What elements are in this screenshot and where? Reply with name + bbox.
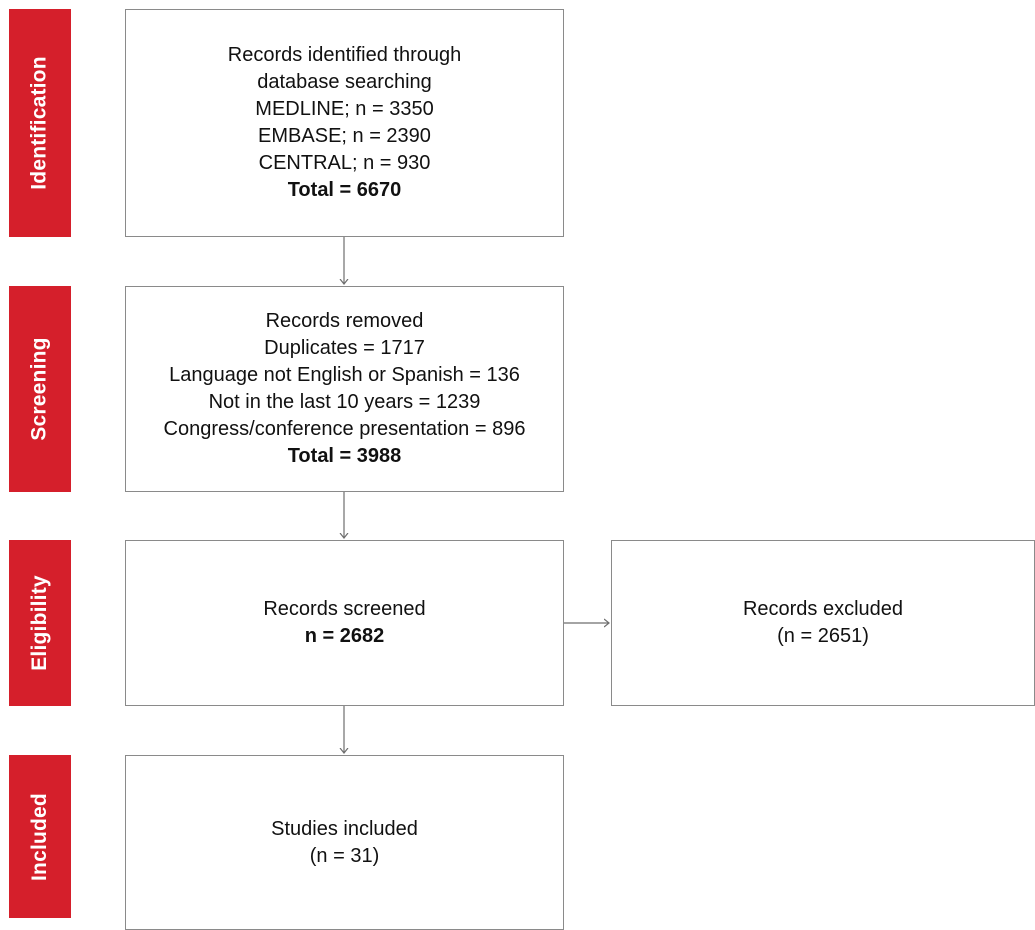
removed-date: Not in the last 10 years = 1239 xyxy=(208,391,481,413)
records-identified-box: Records identified through database sear… xyxy=(125,9,564,237)
screened-title: Records screened xyxy=(263,598,426,620)
identified-line-1: Records identified through xyxy=(227,44,462,66)
screened-count: n = 2682 xyxy=(304,625,385,647)
included-count: (n = 31) xyxy=(309,844,380,867)
removed-title: Records removed xyxy=(265,310,424,332)
identified-embase: EMBASE; n = 2390 xyxy=(258,125,431,147)
removed-congress: Congress/conference presentation = 896 xyxy=(163,418,526,440)
records-screened-box: Records screened n = 2682 xyxy=(125,540,564,706)
excluded-title: Records excluded xyxy=(742,598,904,620)
excluded-count: (n = 2651) xyxy=(777,625,869,647)
removed-duplicates: Duplicates = 1717 xyxy=(264,337,425,359)
phase-included: Included xyxy=(9,755,71,918)
phase-included-label: Included xyxy=(28,792,52,881)
identified-central: CENTRAL; n = 930 xyxy=(258,152,431,174)
phase-identification-label: Identification xyxy=(28,56,51,190)
included-title: Studies included xyxy=(271,817,418,840)
phase-screening-label: Screening xyxy=(28,337,51,441)
phase-eligibility: Eligibility xyxy=(9,540,71,706)
records-excluded-box: Records excluded (n = 2651) xyxy=(611,540,1035,706)
identified-total: Total = 6670 xyxy=(287,179,402,201)
phase-identification: Identification xyxy=(9,9,71,237)
removed-language: Language not English or Spanish = 136 xyxy=(169,364,520,386)
studies-included-box: Studies included (n = 31) xyxy=(125,755,564,930)
phase-eligibility-label: Eligibility xyxy=(28,575,52,671)
phase-screening: Screening xyxy=(9,286,71,492)
records-removed-box: Records removed Duplicates = 1717 Langua… xyxy=(125,286,564,492)
identified-medline: MEDLINE; n = 3350 xyxy=(255,98,434,120)
removed-total: Total = 3988 xyxy=(287,445,402,467)
identified-line-2: database searching xyxy=(257,71,432,93)
